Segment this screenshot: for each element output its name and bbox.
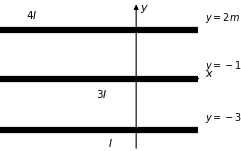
Text: $x$: $x$ bbox=[205, 69, 214, 79]
Text: $y = -3 m$: $y = -3 m$ bbox=[205, 111, 241, 125]
Text: $3I$: $3I$ bbox=[95, 88, 107, 100]
Text: $y = -1 m$: $y = -1 m$ bbox=[205, 59, 241, 73]
Text: $4I$: $4I$ bbox=[26, 9, 37, 21]
Text: $I$: $I$ bbox=[108, 137, 113, 149]
Text: $y$: $y$ bbox=[140, 3, 149, 15]
Text: $y = 2 m$: $y = 2 m$ bbox=[205, 11, 240, 25]
